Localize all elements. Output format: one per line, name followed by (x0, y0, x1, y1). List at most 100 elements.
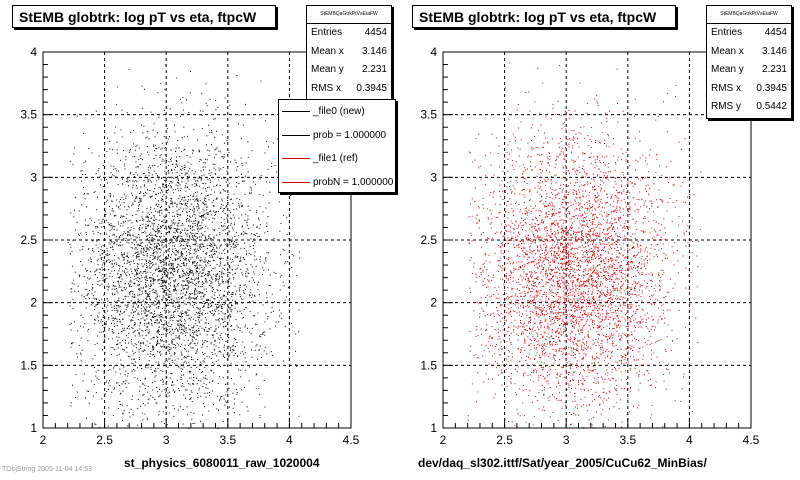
scatter-point (221, 226, 223, 228)
scatter-point (180, 253, 182, 255)
scatter-point (174, 253, 176, 255)
scatter-point (183, 200, 185, 202)
scatter-point (244, 284, 246, 286)
scatter-point (121, 331, 123, 332)
scatter-point (229, 248, 231, 250)
scatter-point (79, 249, 81, 251)
scatter-point (184, 294, 186, 296)
scatter-point (218, 310, 220, 312)
scatter-point (130, 281, 132, 283)
scatter-point (541, 195, 542, 197)
scatter-point (535, 209, 537, 211)
scatter-point (120, 359, 122, 361)
scatter-point (199, 312, 201, 314)
scatter-point (206, 144, 207, 146)
scatter-point (188, 235, 190, 237)
scatter-point (155, 301, 156, 303)
scatter-point (236, 242, 238, 244)
scatter-point (601, 289, 603, 291)
scatter-point (157, 132, 159, 134)
scatter-point (554, 209, 556, 211)
scatter-point (122, 178, 123, 180)
scatter-point (179, 184, 181, 186)
scatter-point (224, 248, 226, 250)
scatter-point (617, 121, 619, 123)
scatter-point (231, 299, 233, 301)
scatter-point (210, 239, 212, 241)
scatter-point (160, 233, 162, 234)
scatter-point (165, 294, 167, 296)
scatter-point (171, 265, 173, 266)
scatter-point (164, 147, 166, 149)
scatter-point (110, 304, 112, 306)
scatter-point (556, 271, 557, 273)
scatter-point (172, 381, 174, 382)
scatter-point (186, 251, 187, 253)
scatter-point (241, 274, 243, 276)
legend-box: _file0 (new) prob = 1.000000 _file1 (ref… (278, 99, 396, 193)
scatter-point (69, 160, 71, 162)
scatter-point (136, 255, 137, 257)
scatter-point (221, 338, 223, 340)
scatter-point (147, 235, 149, 237)
scatter-point (611, 260, 613, 262)
scatter-point (147, 386, 149, 387)
scatter-point (126, 334, 127, 336)
scatter-point (168, 185, 170, 187)
scatter-point (212, 310, 213, 312)
scatter-point (109, 205, 111, 207)
scatter-point (152, 347, 154, 349)
scatter-point (142, 317, 144, 319)
scatter-point (179, 168, 181, 170)
scatter-point (220, 262, 222, 264)
scatter-point (616, 250, 618, 251)
scatter-point (177, 323, 179, 325)
scatter-point (284, 261, 286, 263)
scatter-point (94, 354, 96, 356)
scatter-point (163, 324, 165, 326)
scatter-point (134, 201, 136, 202)
scatter-point (180, 315, 182, 317)
scatter-point (226, 354, 228, 356)
scatter-point (144, 301, 146, 303)
scatter-point (194, 361, 196, 363)
scatter-point (180, 232, 182, 233)
scatter-point (230, 246, 232, 248)
scatter-point (100, 257, 102, 259)
scatter-point (172, 343, 174, 345)
scatter-point (125, 159, 127, 161)
scatter-point (580, 133, 582, 135)
scatter-point (634, 210, 636, 212)
scatter-point (83, 301, 85, 303)
scatter-point (221, 276, 223, 278)
scatter-point (149, 293, 151, 295)
scatter-point (260, 334, 262, 336)
scatter-point (556, 252, 558, 254)
scatter-point (236, 392, 238, 393)
scatter-point (168, 278, 170, 280)
scatter-point (176, 229, 178, 230)
scatter-point (534, 307, 536, 309)
scatter-point (244, 357, 246, 359)
scatter-point (241, 331, 243, 333)
scatter-point (145, 269, 147, 271)
scatter-point (134, 275, 136, 277)
scatter-point (148, 360, 150, 362)
scatter-point (201, 215, 203, 216)
scatter-point (101, 246, 103, 248)
scatter-point (651, 227, 653, 229)
scatter-point (119, 393, 121, 395)
scatter-point (111, 225, 113, 227)
scatter-point (168, 232, 170, 234)
scatter-point (184, 185, 186, 187)
scatter-point (175, 337, 177, 339)
scatter-point (242, 234, 244, 236)
scatter-point (567, 261, 569, 262)
scatter-point (165, 373, 167, 375)
scatter-point (80, 360, 82, 362)
scatter-point (253, 273, 255, 275)
scatter-point (236, 197, 238, 199)
scatter-point (229, 258, 231, 260)
scatter-point (176, 77, 178, 79)
scatter-point (276, 138, 278, 140)
